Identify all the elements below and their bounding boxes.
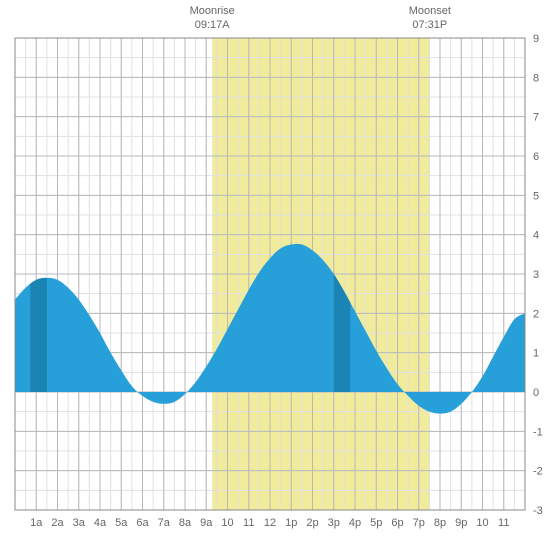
chart-svg: 1a2a3a4a5a6a7a8a9a1011121p2p3p4p5p6p7p8p… [0,0,550,550]
y-tick-label: 4 [533,230,539,242]
tide-chart: Moonrise 09:17A Moonset 07:31P 1a 2a 3a 4a 5… [0,0,550,550]
y-tick-label: 8 [533,72,539,84]
y-tick-label: -3 [533,505,543,517]
x-tick-label: 10 [476,517,488,529]
y-tick-label: 2 [533,308,539,320]
x-tick-label: 4p [349,517,361,529]
y-tick-label: 0 [533,387,539,399]
x-tick-label: 1a [30,517,43,529]
x-tick-label: 5a [115,517,128,529]
x-tick-label: 7a [158,517,171,529]
x-tick-label: 6p [391,517,403,529]
x-tick-label: 6a [136,517,149,529]
x-tick-label: 11 [498,517,509,529]
x-tick-label: 3p [328,517,340,529]
y-tick-label: -1 [533,426,543,438]
moonset-title: Moonset [409,5,451,17]
y-tick-label: -2 [533,466,543,478]
x-tick-label: 4a [94,517,107,529]
y-tick-label: 7 [533,112,539,124]
y-tick-label: 9 [533,33,539,45]
y-tick-label: 5 [533,190,539,202]
x-tick-label: 5p [370,517,382,529]
x-tick-label: 9p [455,517,467,529]
moonset-label: Moonset 07:31P [409,4,451,33]
x-tick-label: 11 [243,517,254,529]
y-tick-label: 3 [533,269,539,281]
x-tick-label: 8a [179,517,192,529]
moonrise-time: 09:17A [190,18,235,32]
x-tick-label: 7p [413,517,425,529]
moonset-time: 07:31P [409,18,451,32]
y-tick-label: 6 [533,151,539,163]
moonrise-label: Moonrise 09:17A [190,4,235,33]
x-tick-label: 10 [221,517,233,529]
x-tick-label: 8p [434,517,446,529]
x-tick-label: 9a [200,517,213,529]
y-tick-label: 1 [533,348,539,360]
x-tick-label: 1p [285,517,297,529]
x-tick-label: 2a [51,517,64,529]
x-tick-label: 12 [264,517,276,529]
x-tick-label: 3a [73,517,86,529]
x-tick-label: 2p [306,517,318,529]
moonrise-title: Moonrise [190,5,235,17]
